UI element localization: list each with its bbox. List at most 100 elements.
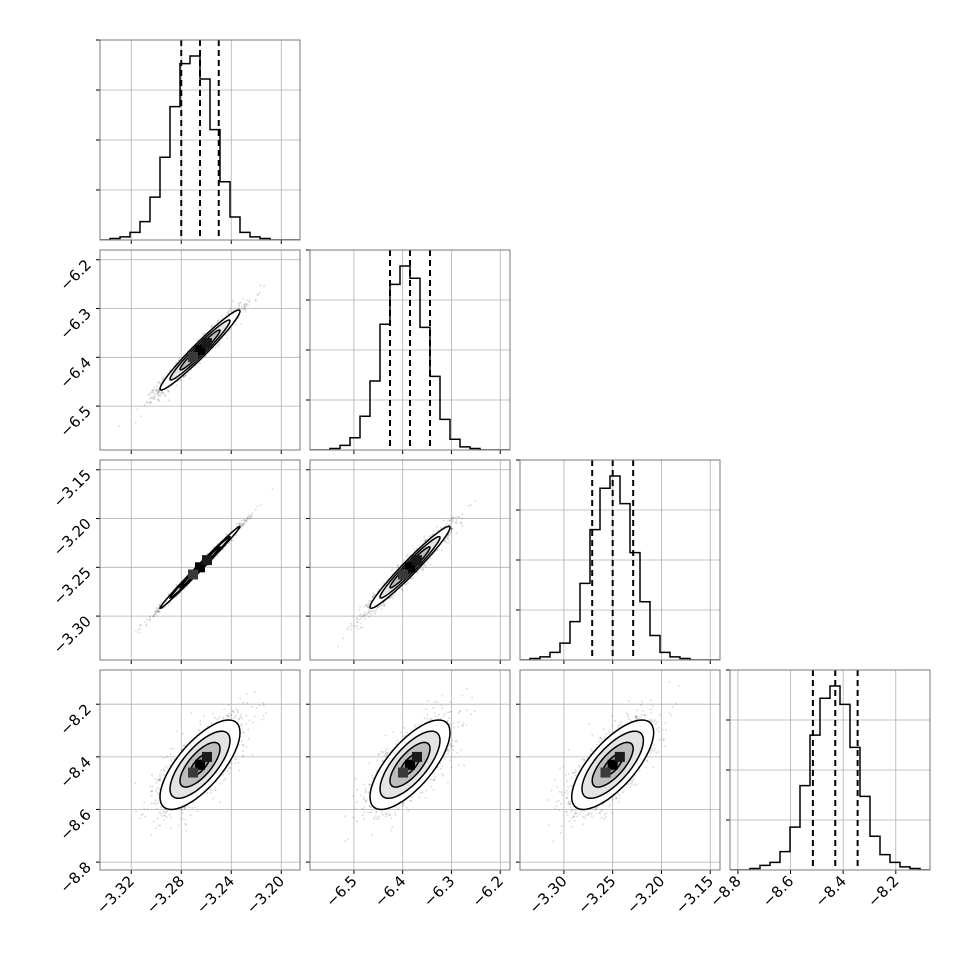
sample-point — [359, 616, 362, 619]
sample-point — [446, 536, 449, 539]
sample-point — [153, 395, 156, 398]
sample-point — [145, 618, 148, 621]
sample-point — [154, 613, 157, 616]
sample-point — [377, 606, 380, 608]
sample-point — [413, 549, 416, 552]
sample-point — [245, 303, 248, 306]
sample-point — [155, 609, 158, 612]
sample-point — [158, 604, 161, 607]
sample-point — [145, 401, 148, 404]
sample-point — [350, 625, 353, 628]
sample-point — [237, 522, 240, 525]
sample-point — [241, 524, 243, 527]
sample-point — [148, 618, 151, 621]
density-peak-cell — [405, 562, 415, 573]
sample-point — [401, 589, 404, 592]
sample-point — [167, 390, 170, 393]
sample-point — [429, 563, 432, 566]
sample-point — [185, 374, 188, 377]
sample-point — [227, 330, 230, 333]
sample-point — [245, 519, 248, 522]
sample-point — [159, 394, 162, 397]
sample-point — [446, 535, 449, 538]
sample-point — [449, 519, 452, 522]
sample-point — [445, 523, 448, 526]
sample-point — [244, 310, 247, 313]
histogram-step — [100, 55, 300, 240]
sample-point — [422, 540, 425, 542]
sample-point — [383, 605, 386, 608]
sample-point — [217, 341, 220, 344]
sample-point — [422, 569, 425, 571]
sample-point — [159, 392, 162, 395]
sample-point — [372, 592, 375, 595]
sample-point — [227, 311, 230, 314]
sample-point — [436, 549, 439, 551]
sample-point — [156, 392, 159, 395]
sample-point — [183, 374, 186, 377]
sample-point — [424, 538, 427, 541]
sample-point — [161, 391, 164, 394]
sample-point — [211, 324, 214, 327]
panel-frame — [519, 459, 721, 661]
sample-point — [424, 539, 427, 542]
sample-point — [416, 571, 419, 574]
sample-point — [168, 399, 170, 402]
sample-point — [397, 564, 400, 567]
x-tick-label: −8.4 — [811, 872, 849, 910]
sample-point — [403, 559, 405, 561]
sample-point — [405, 582, 408, 585]
sample-point — [206, 552, 209, 555]
sample-point — [235, 523, 238, 526]
sample-point — [254, 508, 257, 511]
density-peak-cell — [195, 562, 205, 573]
sample-point — [157, 381, 159, 384]
sample-point — [374, 612, 377, 615]
sample-point — [148, 402, 151, 404]
sample-point — [158, 391, 161, 394]
sample-point — [154, 389, 157, 392]
sample-point — [368, 599, 371, 602]
histogram-step — [520, 475, 720, 660]
sample-point — [238, 523, 241, 526]
sample-point — [249, 516, 252, 519]
sample-point — [254, 298, 257, 301]
sample-point — [356, 628, 359, 630]
sample-point — [165, 372, 168, 375]
sample-point — [365, 613, 368, 616]
sample-point — [371, 609, 374, 612]
sample-point — [220, 315, 223, 318]
sample-point — [362, 614, 365, 617]
sample-point — [347, 626, 350, 629]
scatter-panel-0-3-area — [100, 670, 300, 870]
sample-point — [382, 603, 385, 606]
sample-point — [358, 618, 361, 621]
sample-point — [420, 568, 423, 571]
sample-point — [259, 284, 262, 287]
sample-point — [449, 524, 452, 527]
sample-point — [451, 528, 453, 531]
sample-point — [455, 519, 458, 522]
sample-point — [152, 615, 155, 618]
sample-point — [355, 620, 358, 623]
sample-point — [155, 610, 158, 613]
sample-point — [137, 628, 140, 631]
sample-point — [226, 311, 229, 314]
histogram-panel-1 — [306, 249, 511, 454]
sample-point — [346, 628, 349, 631]
sample-point — [359, 605, 362, 608]
sample-point — [164, 394, 167, 397]
panel-frame — [99, 459, 301, 661]
sample-point — [243, 306, 246, 309]
sample-point — [238, 522, 241, 525]
sample-point — [368, 615, 371, 618]
sample-point — [406, 553, 409, 556]
sample-point — [369, 613, 372, 616]
sample-point — [363, 605, 366, 608]
sample-point — [150, 401, 152, 404]
sample-point — [239, 301, 242, 304]
sample-point — [228, 541, 231, 544]
sample-point — [152, 396, 155, 399]
sample-point — [159, 382, 162, 385]
sample-point — [156, 610, 159, 613]
